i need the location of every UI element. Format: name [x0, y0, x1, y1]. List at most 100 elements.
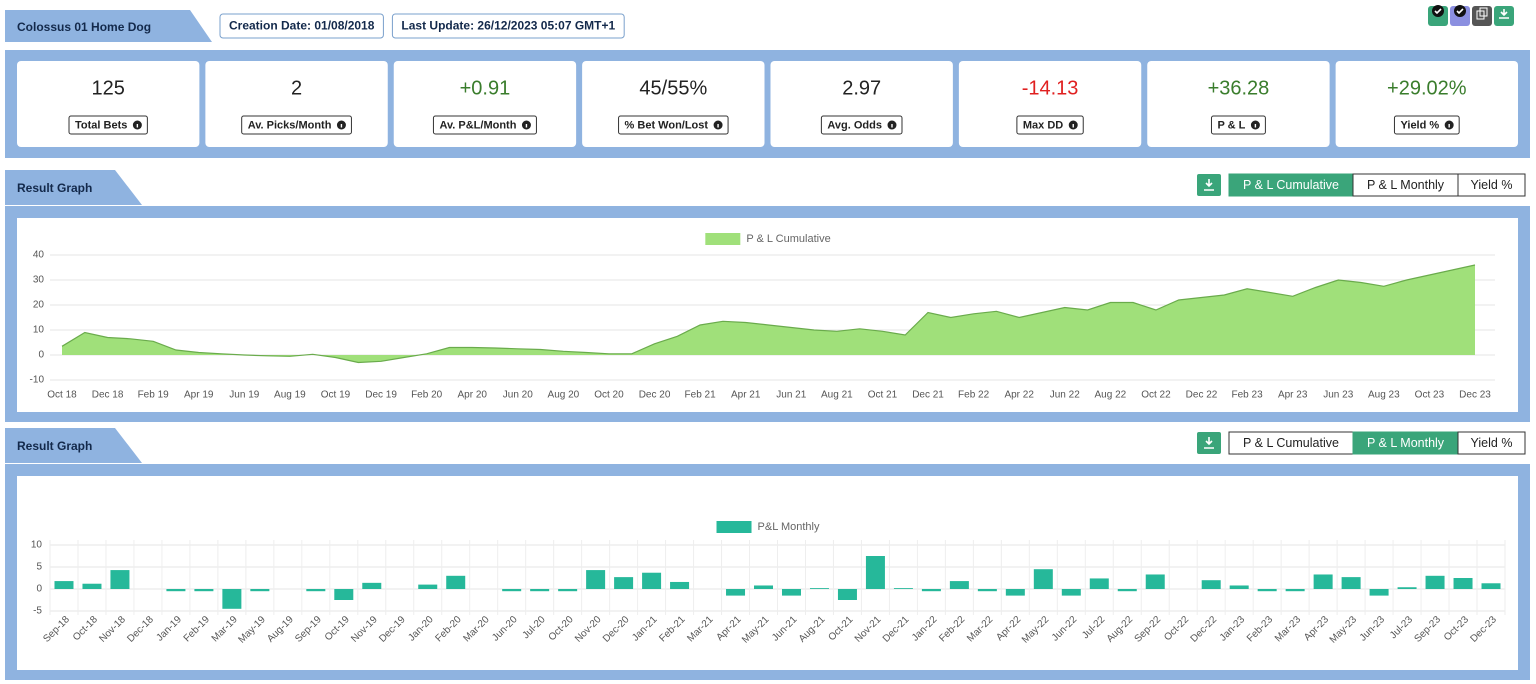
bar	[642, 572, 662, 589]
x-tick-label: Apr 21	[731, 390, 761, 401]
download-button[interactable]	[1197, 432, 1221, 454]
toggle-bg	[1457, 431, 1526, 455]
bar	[418, 584, 438, 589]
icon-copy	[1479, 7, 1488, 17]
legend-swatch	[705, 233, 741, 245]
stat-label: % Bet Won/Lost	[625, 119, 709, 131]
x-tick-label: Oct 21	[868, 390, 898, 401]
bar	[1201, 580, 1221, 589]
toggle-button[interactable]: P & L Cumulative	[1228, 173, 1354, 197]
y-tick-label: 10	[31, 540, 43, 551]
stat-label-box	[68, 115, 148, 135]
bar	[446, 575, 466, 589]
icon-button[interactable]	[1428, 5, 1448, 26]
section-tab	[5, 170, 142, 205]
x-tick-label: Feb 23	[1232, 390, 1264, 401]
section-title: Result Graph	[17, 181, 92, 195]
toggle-button[interactable]: Yield %	[1457, 431, 1526, 455]
bar	[1397, 587, 1417, 589]
stat-label: Av. Picks/Month	[248, 119, 332, 131]
bar	[530, 589, 550, 592]
x-tick-label: Aug 20	[548, 390, 580, 401]
x-tick-label: Aug 21	[821, 390, 853, 401]
x-tick-label: Dec 18	[92, 390, 124, 401]
x-tick-label: Dec 19	[365, 390, 397, 401]
legend-label: P & L Cumulative	[746, 233, 830, 245]
legend-label: P&L Monthly	[758, 521, 820, 533]
stat-card	[1147, 61, 1330, 147]
toggle-button[interactable]: P & L Cumulative	[1228, 431, 1354, 455]
bar	[502, 589, 522, 592]
toggle-bg	[1457, 173, 1526, 197]
bar	[1257, 589, 1277, 592]
toggle-button[interactable]: Yield %	[1457, 173, 1526, 197]
x-tick-label: Oct 19	[321, 390, 351, 401]
stat-label: Max DD	[1023, 119, 1063, 131]
header-tab	[5, 10, 212, 42]
stat-label-box	[432, 115, 537, 135]
icon-button[interactable]	[1450, 5, 1470, 26]
icon-check	[1434, 8, 1442, 15]
x-tick-label: Jun 21	[776, 390, 806, 401]
bar	[1033, 569, 1053, 589]
y-tick-label: 30	[33, 275, 45, 286]
bar	[1061, 589, 1081, 596]
toggle-label: Yield %	[1471, 178, 1513, 192]
toggle-button[interactable]: P & L Monthly	[1352, 173, 1459, 197]
bar	[837, 589, 857, 600]
badge-text: Creation Date: 01/08/2018	[229, 19, 375, 33]
y-tick-label: 40	[33, 250, 45, 261]
toggle-label: P & L Monthly	[1367, 178, 1445, 192]
bar	[334, 589, 354, 600]
bar	[865, 556, 885, 589]
icon-button[interactable]	[1472, 6, 1492, 26]
stat-card	[958, 61, 1142, 147]
badge	[391, 13, 625, 39]
stat-label-box	[1210, 115, 1266, 135]
bar	[166, 589, 186, 592]
badge	[219, 13, 384, 39]
bar	[1425, 575, 1445, 589]
bar	[1341, 577, 1361, 589]
x-tick-label: Dec 23	[1459, 390, 1491, 401]
stat-label: P & L	[1217, 119, 1245, 131]
bar	[921, 589, 941, 592]
badge-text: Last Update: 26/12/2023 05:07 GMT+1	[401, 19, 615, 33]
x-tick-label: Apr 23	[1278, 390, 1308, 401]
x-tick-label: Aug 19	[274, 390, 306, 401]
stat-value: 45/55%	[639, 77, 707, 99]
x-tick-label: Dec 22	[1186, 390, 1218, 401]
y-tick-label: -10	[30, 375, 45, 386]
toggle-button[interactable]: P & L Monthly	[1352, 431, 1459, 455]
x-tick-label: Feb 20	[411, 390, 443, 401]
stat-card	[17, 61, 200, 147]
toggle-label: P & L Monthly	[1367, 436, 1445, 450]
x-tick-label: Oct 20	[594, 390, 624, 401]
x-tick-label: Feb 19	[138, 390, 170, 401]
bar	[781, 589, 801, 596]
x-tick-label: Apr 20	[457, 390, 487, 401]
y-tick-label: 20	[33, 300, 45, 311]
bar	[1117, 589, 1137, 592]
icon-download	[1499, 9, 1509, 19]
download-button[interactable]	[1197, 174, 1221, 196]
stat-label: Yield %	[1400, 119, 1439, 131]
bar	[362, 582, 382, 589]
icon-button[interactable]	[1494, 6, 1514, 26]
x-tick-label: Dec 21	[912, 390, 944, 401]
bar	[726, 589, 746, 596]
toggle-label: P & L Cumulative	[1243, 436, 1339, 450]
stat-label-box	[1393, 115, 1460, 135]
stat-value: -14.13	[1022, 77, 1079, 99]
x-tick-label: Apr 19	[184, 390, 214, 401]
y-tick-label: 0	[36, 584, 42, 595]
bar	[809, 588, 829, 589]
icon-check	[1456, 8, 1464, 15]
bar	[1369, 589, 1389, 596]
y-tick-label: 5	[36, 562, 42, 573]
area-line	[61, 264, 1476, 364]
section-tab	[5, 428, 142, 463]
bar	[1285, 589, 1305, 592]
